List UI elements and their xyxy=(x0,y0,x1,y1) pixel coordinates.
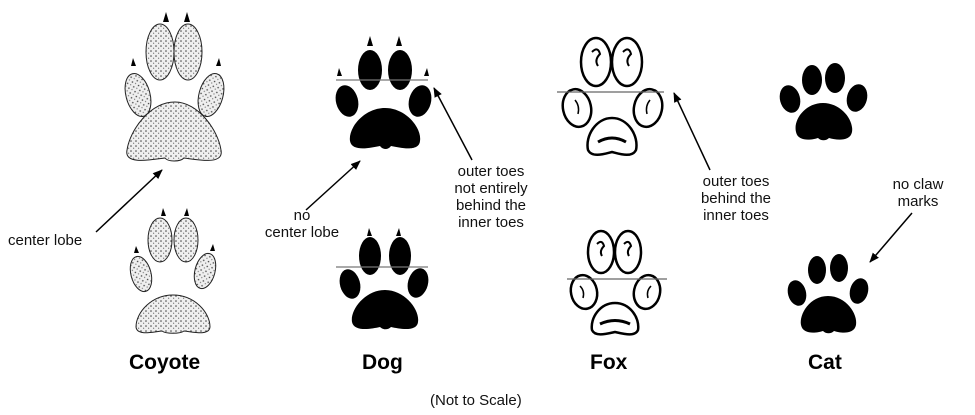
cat-paw-print-rear xyxy=(787,254,869,334)
annotation-arrows xyxy=(95,87,913,263)
fox-paw-print-rear xyxy=(567,229,667,336)
fox-paw-print-front xyxy=(557,36,664,156)
footer-not-to-scale: (Not to Scale) xyxy=(430,392,522,409)
label-cat: Cat xyxy=(808,351,842,374)
label-dog: Dog xyxy=(362,351,403,374)
annotation-no-claw-marks: no claw marks xyxy=(892,176,944,210)
arrow-dog-outer-toes xyxy=(433,87,473,161)
coyote-paw-print-front xyxy=(124,12,225,162)
arrow-dog-no-center-lobe xyxy=(305,160,361,211)
label-coyote: Coyote xyxy=(129,351,201,374)
arrow-fox-outer-toes xyxy=(673,92,711,171)
label-fox: Fox xyxy=(590,351,628,374)
annotation-center-lobe: center lobe xyxy=(8,232,83,249)
dog-paw-print-front xyxy=(335,36,432,149)
arrow-coyote-center-lobe xyxy=(95,169,163,233)
annotation-no-center-lobe: no center lobe xyxy=(264,207,340,241)
arrow-cat-no-claw xyxy=(869,212,913,263)
cat-paw-print-front xyxy=(779,63,868,141)
coyote-paw-print-rear xyxy=(129,208,217,334)
dog-paw-print-rear xyxy=(336,228,429,330)
annotation-fox-outer-toes: outer toes behind the inner toes xyxy=(700,173,772,224)
annotation-dog-outer-toes: outer toes not entirely behind the inner… xyxy=(454,163,528,231)
